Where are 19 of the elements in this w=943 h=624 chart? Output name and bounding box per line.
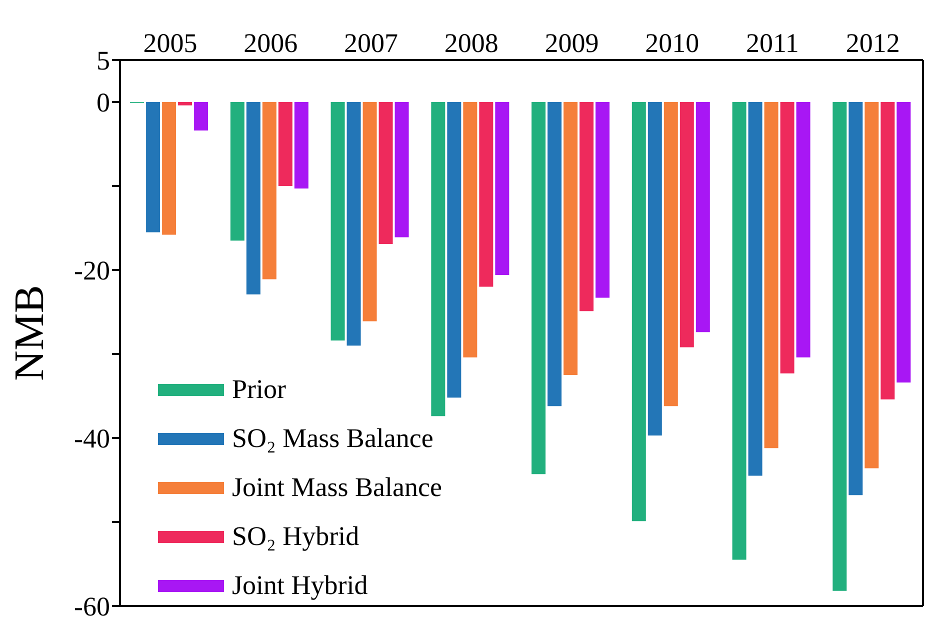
x-tick-label: 2006 [244, 28, 298, 58]
y-tick-label: -60 [74, 592, 110, 622]
legend-label: Prior [232, 373, 286, 406]
y-tick-label: -20 [74, 256, 110, 286]
x-tick-label: 2008 [444, 28, 498, 58]
legend-label: Joint Mass Balance [232, 471, 442, 504]
legend-label: Joint Hybrid [232, 569, 368, 602]
x-tick-label: 2007 [344, 28, 398, 58]
x-tick-label: 2012 [846, 28, 900, 58]
y-tick-label: -40 [74, 424, 110, 454]
legend-label: SO₂ Hybrid [232, 520, 360, 553]
x-tick-label: 2009 [544, 28, 599, 58]
y-tick-label: 5 [96, 46, 110, 76]
y-axis-title: NMB [6, 285, 53, 381]
x-tick-label: 2005 [143, 28, 198, 58]
x-tick-label: 2011 [746, 28, 799, 58]
x-tick-label: 2010 [645, 28, 700, 58]
legend-label: SO₂ Mass Balance [232, 422, 434, 455]
y-tick-label: 0 [96, 88, 110, 118]
